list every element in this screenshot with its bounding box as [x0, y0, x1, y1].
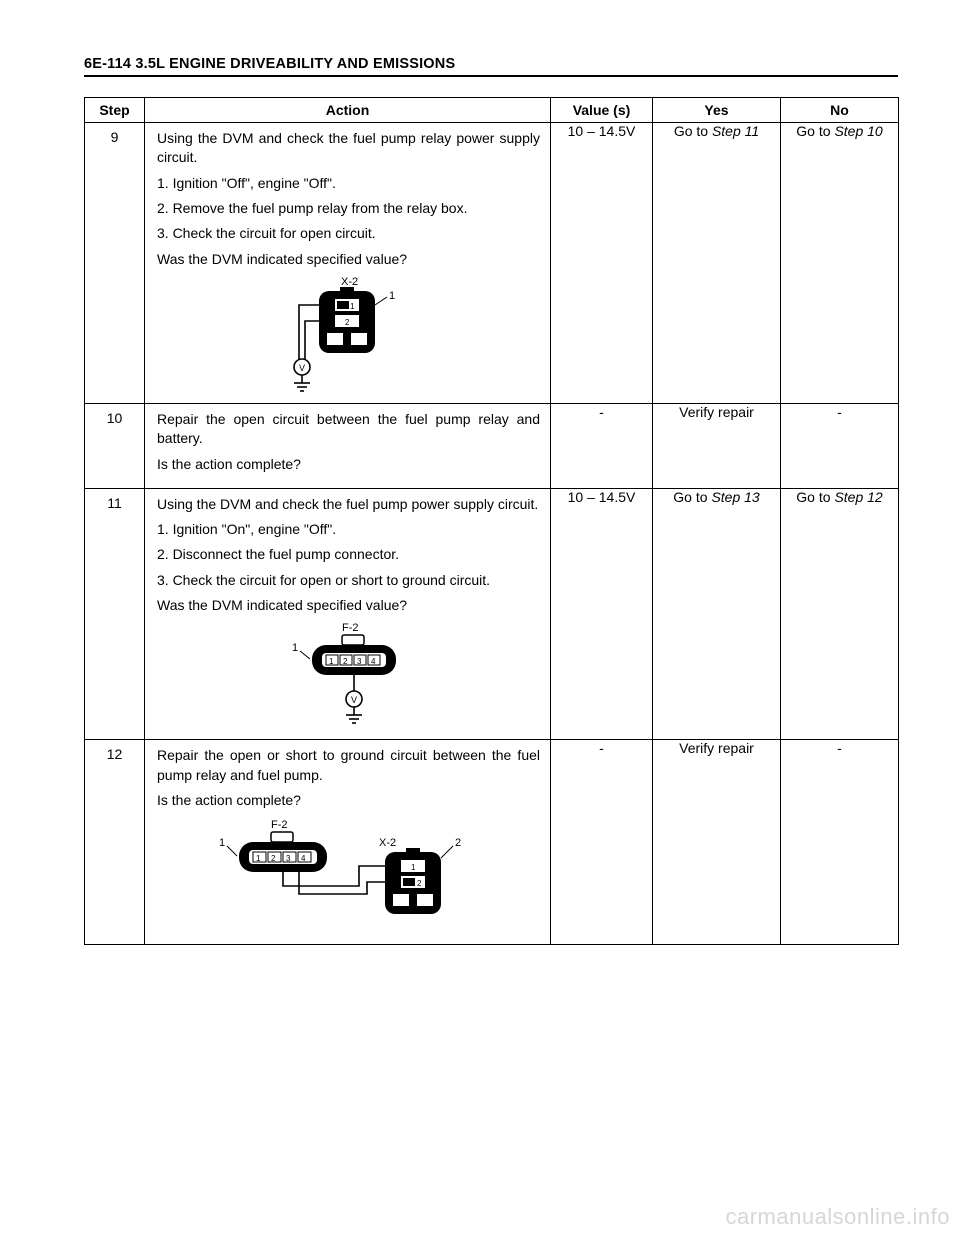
col-yes: Yes	[653, 98, 781, 123]
action-cell: Using the DVM and check the fuel pump re…	[145, 123, 551, 404]
action-intro: Using the DVM and check the fuel pump re…	[157, 129, 540, 168]
action-item: 2. Remove the fuel pump relay from the r…	[157, 199, 540, 218]
step-number: 10	[85, 403, 145, 488]
step-number: 12	[85, 740, 145, 945]
action-cell: Repair the open circuit between the fuel…	[145, 403, 551, 488]
diagnostic-table: Step Action Value (s) Yes No 9 Using the…	[84, 97, 899, 945]
col-no: No	[781, 98, 899, 123]
action-question: Was the DVM indicated specified value?	[157, 250, 540, 269]
svg-text:2: 2	[417, 879, 422, 888]
step-number: 9	[85, 123, 145, 404]
svg-text:F-2: F-2	[342, 622, 359, 634]
svg-text:F-2: F-2	[271, 819, 288, 831]
yes-prefix: Go to	[673, 489, 711, 505]
svg-text:1: 1	[389, 290, 395, 302]
yes-cell: Go to Step 11	[653, 123, 781, 404]
action-intro: Using the DVM and check the fuel pump po…	[157, 495, 540, 514]
svg-text:1: 1	[256, 854, 261, 863]
table-row: 9 Using the DVM and check the fuel pump …	[85, 123, 899, 404]
table-row: 10 Repair the open circuit between the f…	[85, 403, 899, 488]
value-cell: 10 – 14.5V	[551, 123, 653, 404]
yes-prefix: Go to	[674, 123, 712, 139]
connector-diagram-f2: F-2 1 2	[157, 621, 540, 731]
no-prefix: Go to	[796, 489, 834, 505]
no-step: Step 12	[834, 489, 882, 505]
svg-text:3: 3	[286, 854, 291, 863]
svg-text:4: 4	[421, 896, 426, 905]
action-item: 1. Ignition "Off", engine "Off".	[157, 174, 540, 193]
yes-step: Step 13	[711, 489, 759, 505]
value-cell: -	[551, 740, 653, 945]
svg-text:2: 2	[271, 854, 276, 863]
connector-diagram-x2: X-2 1 2	[157, 275, 540, 395]
svg-text:1: 1	[329, 657, 334, 666]
action-item: 1. Ignition "On", engine "Off".	[157, 520, 540, 539]
table-row: 11 Using the DVM and check the fuel pump…	[85, 488, 899, 740]
yes-cell: Verify repair	[653, 403, 781, 488]
action-item: 2. Disconnect the fuel pump connector.	[157, 545, 540, 564]
col-value: Value (s)	[551, 98, 653, 123]
connector-diagram-f2x2: F-2 1 2 3 4	[157, 816, 540, 936]
svg-text:V: V	[351, 695, 357, 705]
svg-text:2: 2	[343, 657, 348, 666]
watermark: carmanualsonline.info	[725, 1204, 950, 1230]
svg-text:4: 4	[355, 335, 360, 344]
table-header-row: Step Action Value (s) Yes No	[85, 98, 899, 123]
svg-text:X-2: X-2	[379, 837, 396, 849]
action-question: Is the action complete?	[157, 455, 540, 474]
step-number: 11	[85, 488, 145, 740]
svg-text:4: 4	[301, 854, 306, 863]
action-item: 3. Check the circuit for open or short t…	[157, 571, 540, 590]
table-row: 12 Repair the open or short to ground ci…	[85, 740, 899, 945]
no-cell: -	[781, 403, 899, 488]
svg-text:3: 3	[331, 335, 336, 344]
action-cell: Using the DVM and check the fuel pump po…	[145, 488, 551, 740]
diagram-label: X-2	[341, 276, 358, 288]
svg-text:1: 1	[219, 837, 225, 849]
svg-text:1: 1	[411, 863, 416, 872]
col-step: Step	[85, 98, 145, 123]
no-cell: Go to Step 12	[781, 488, 899, 740]
no-prefix: Go to	[796, 123, 834, 139]
yes-cell: Verify repair	[653, 740, 781, 945]
action-item: 3. Check the circuit for open circuit.	[157, 224, 540, 243]
page-header: 6E-114 3.5L ENGINE DRIVEABILITY AND EMIS…	[84, 56, 898, 77]
yes-step: Step 11	[712, 123, 759, 139]
no-cell: -	[781, 740, 899, 945]
action-cell: Repair the open or short to ground circu…	[145, 740, 551, 945]
action-question: Was the DVM indicated specified value?	[157, 596, 540, 615]
no-step: Step 10	[834, 123, 882, 139]
svg-text:1: 1	[350, 302, 355, 311]
svg-text:3: 3	[357, 657, 362, 666]
svg-text:3: 3	[397, 896, 402, 905]
svg-text:2: 2	[345, 318, 350, 327]
action-intro: Repair the open or short to ground circu…	[157, 746, 540, 785]
yes-cell: Go to Step 13	[653, 488, 781, 740]
svg-text:2: 2	[455, 837, 461, 849]
no-cell: Go to Step 10	[781, 123, 899, 404]
svg-text:1: 1	[292, 642, 298, 654]
svg-text:4: 4	[371, 657, 376, 666]
svg-text:V: V	[299, 363, 305, 373]
action-question: Is the action complete?	[157, 791, 540, 810]
col-action: Action	[145, 98, 551, 123]
value-cell: 10 – 14.5V	[551, 488, 653, 740]
action-intro: Repair the open circuit between the fuel…	[157, 410, 540, 449]
value-cell: -	[551, 403, 653, 488]
